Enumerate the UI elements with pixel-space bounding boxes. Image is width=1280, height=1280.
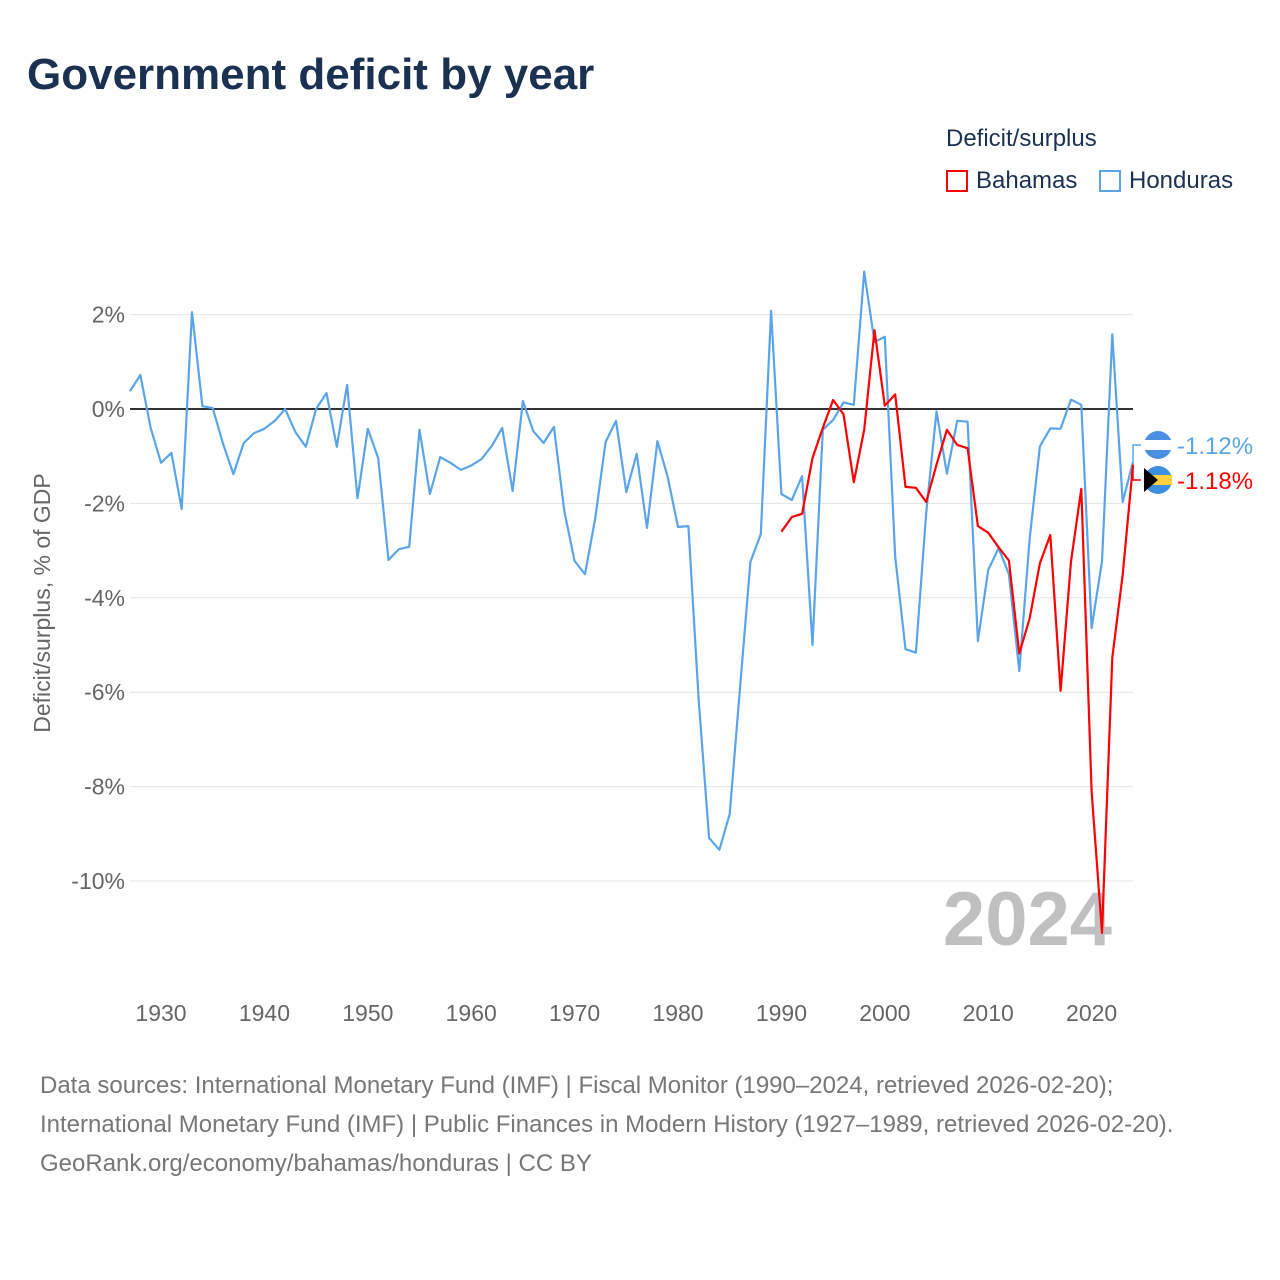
x-tick-label: 1930 bbox=[135, 1000, 186, 1026]
bahamas-flag-icon-triangle bbox=[1144, 468, 1158, 492]
legend-swatch-honduras bbox=[1099, 170, 1121, 192]
y-tick-label: 0% bbox=[92, 396, 125, 422]
y-tick-label: -4% bbox=[84, 585, 125, 611]
footer: Data sources: International Monetary Fun… bbox=[40, 1066, 1240, 1183]
y-tick-label: -10% bbox=[71, 868, 125, 894]
series-line-bahamas bbox=[780, 329, 1135, 935]
x-tick-label: 1950 bbox=[342, 1000, 393, 1026]
x-tick-label: 1940 bbox=[239, 1000, 290, 1026]
end-value-label-bahamas: -1.18% bbox=[1177, 468, 1253, 495]
x-tick-label: 1970 bbox=[549, 1000, 600, 1026]
data-sources: Data sources: International Monetary Fun… bbox=[40, 1072, 1174, 1138]
page-title: Government deficit by year bbox=[27, 50, 595, 99]
y-tick-label: -6% bbox=[84, 679, 125, 705]
legend-label-bahamas: Bahamas bbox=[976, 167, 1078, 194]
legend-item-bahamas[interactable]: Bahamas bbox=[946, 167, 1077, 195]
legend-swatch-bahamas bbox=[946, 170, 968, 192]
legend-title: Deficit/surplus bbox=[946, 125, 1097, 152]
y-tick-label: -8% bbox=[84, 774, 125, 800]
end-label-connector-bahamas bbox=[1132, 464, 1141, 481]
x-tick-label: 2010 bbox=[963, 1000, 1014, 1026]
credit-link[interactable]: GeoRank.org/economy/bahamas/honduras | C… bbox=[40, 1150, 592, 1177]
x-tick-label: 2000 bbox=[859, 1000, 910, 1026]
end-value-label-honduras: -1.12% bbox=[1177, 433, 1253, 460]
honduras-flag-icon-stripe bbox=[1144, 440, 1172, 450]
end-label-connector-honduras bbox=[1132, 444, 1141, 462]
x-tick-label: 2020 bbox=[1066, 1000, 1117, 1026]
series-line-honduras bbox=[129, 270, 1135, 851]
legend-label-honduras: Honduras bbox=[1129, 167, 1234, 194]
x-tick-label: 1980 bbox=[652, 1000, 703, 1026]
y-tick-label: 2% bbox=[92, 302, 125, 328]
x-tick-label: 1990 bbox=[756, 1000, 807, 1026]
y-tick-label: -2% bbox=[84, 490, 125, 516]
legend-item-honduras[interactable]: Honduras bbox=[1099, 167, 1233, 195]
x-tick-label: 1960 bbox=[446, 1000, 497, 1026]
year-watermark: 2024 bbox=[943, 877, 1112, 962]
y-axis-title: Deficit/surplus, % of GDP bbox=[29, 473, 55, 732]
